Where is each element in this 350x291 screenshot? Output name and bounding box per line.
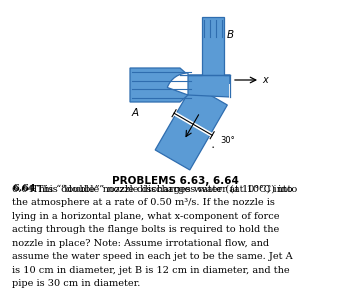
Text: 6.64 This “double” nozzle discharges water (at 10°C) into: 6.64 This “double” nozzle discharges wat… bbox=[13, 184, 298, 194]
Text: acting through the flange bolts is required to hold the: acting through the flange bolts is requi… bbox=[13, 225, 280, 234]
Text: PROBLEMS 6.63, 6.64: PROBLEMS 6.63, 6.64 bbox=[112, 176, 238, 186]
Text: x: x bbox=[262, 75, 268, 85]
Text: nozzle in place? Note: Assume irrotational flow, and: nozzle in place? Note: Assume irrotation… bbox=[13, 239, 270, 248]
Text: lying in a horizontal plane, what x-component of force: lying in a horizontal plane, what x-comp… bbox=[13, 212, 280, 221]
Text: A: A bbox=[132, 108, 139, 118]
Wedge shape bbox=[167, 73, 188, 95]
Text: pipe is 30 cm in diameter.: pipe is 30 cm in diameter. bbox=[13, 279, 141, 288]
Wedge shape bbox=[229, 84, 243, 98]
Text: This “double” nozzle discharges water (at 10°C) into: This “double” nozzle discharges water (a… bbox=[29, 184, 293, 194]
Polygon shape bbox=[180, 17, 230, 75]
Polygon shape bbox=[155, 85, 227, 170]
Text: 30°: 30° bbox=[220, 136, 235, 145]
Polygon shape bbox=[130, 68, 230, 102]
Text: assume the water speed in each jet to be the same. Jet A: assume the water speed in each jet to be… bbox=[13, 252, 293, 261]
Text: B: B bbox=[227, 30, 234, 40]
Text: the atmosphere at a rate of 0.50 m³/s. If the nozzle is: the atmosphere at a rate of 0.50 m³/s. I… bbox=[13, 198, 275, 207]
Text: 6.64: 6.64 bbox=[13, 184, 36, 194]
Text: is 10 cm in diameter, jet B is 12 cm in diameter, and the: is 10 cm in diameter, jet B is 12 cm in … bbox=[13, 266, 290, 275]
